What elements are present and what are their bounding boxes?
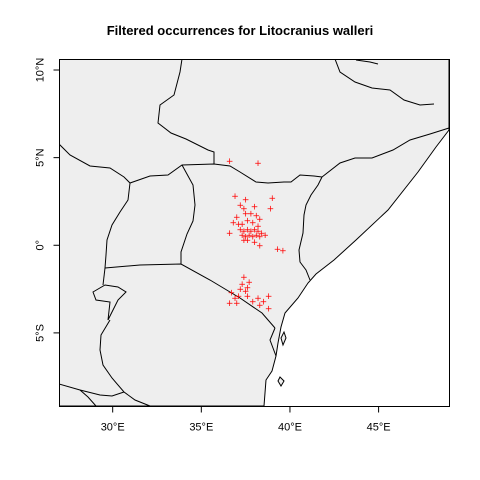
border-line xyxy=(321,127,450,178)
occurrence-point: + xyxy=(267,204,275,214)
border-line xyxy=(334,59,435,106)
y-tick-label: 5°N xyxy=(35,148,47,167)
y-axis: 5°S 0° 5°N 10°N xyxy=(35,58,60,342)
occurrence-point: + xyxy=(256,233,264,243)
occurrence-point: + xyxy=(252,231,260,241)
occurrence-point: + xyxy=(244,292,252,302)
x-tick-label: 40°E xyxy=(278,422,302,434)
occurrence-point: + xyxy=(251,225,259,235)
occurrence-point: + xyxy=(254,227,262,237)
land-area xyxy=(59,59,450,407)
occurrence-point: + xyxy=(242,233,250,243)
occurrence-point: + xyxy=(242,210,250,220)
occurrence-point: + xyxy=(226,299,234,309)
border-line xyxy=(59,143,323,184)
occurrence-point: + xyxy=(244,217,252,227)
occurrence-point: + xyxy=(237,201,245,211)
occurrence-point: + xyxy=(235,220,243,230)
x-tick-label: 45°E xyxy=(367,422,391,434)
border-line xyxy=(79,389,97,407)
occurrence-point: + xyxy=(258,229,266,239)
x-tick-label: 30°E xyxy=(101,422,125,434)
occurrence-point: + xyxy=(254,222,262,232)
occurrence-point: + xyxy=(226,157,234,167)
occurrence-point: + xyxy=(249,218,257,228)
occurrence-point: + xyxy=(240,236,248,246)
occurrence-point: + xyxy=(237,225,245,235)
plot-frame xyxy=(59,59,450,407)
occurrence-point: + xyxy=(242,196,250,206)
occurrence-point: + xyxy=(244,236,252,246)
occurrence-point: + xyxy=(237,285,245,295)
y-tick-label: 5°S xyxy=(35,324,47,342)
occurrence-point: + xyxy=(256,215,264,225)
border-line xyxy=(59,383,125,397)
occurrence-point: + xyxy=(244,283,252,293)
x-tick-label: 35°E xyxy=(189,422,213,434)
border-line xyxy=(298,176,323,281)
y-tick-label: 0° xyxy=(35,240,47,251)
occurrence-point: + xyxy=(249,233,257,243)
occurrence-point: + xyxy=(233,213,241,223)
occurrence-point: + xyxy=(252,211,260,221)
occurrence-point: + xyxy=(251,238,259,248)
occurrence-point: + xyxy=(254,159,262,169)
occurrence-point: + xyxy=(256,241,264,251)
occurrence-point: + xyxy=(238,231,246,241)
occurrence-point: + xyxy=(254,294,262,304)
country-borders xyxy=(59,59,450,407)
border-line xyxy=(104,182,131,269)
y-tick-label: 10°N xyxy=(35,58,47,83)
occurrence-point: + xyxy=(238,220,246,230)
border-line xyxy=(269,327,277,357)
occurrence-point: + xyxy=(265,292,273,302)
border-line xyxy=(92,284,127,321)
occurrence-point: + xyxy=(240,227,248,237)
occurrence-point: + xyxy=(231,192,239,202)
occurrence-point: + xyxy=(233,299,241,309)
border-line xyxy=(180,164,196,264)
occurrence-point: + xyxy=(261,231,269,241)
border-line xyxy=(355,59,379,65)
occurrence-point: + xyxy=(260,297,268,307)
occurrence-point: + xyxy=(235,292,243,302)
occurrence-markers: + ++ + +++ + ++ ++++++++++++++++++++++++ +++ +++… xyxy=(226,157,287,314)
occurrence-point: + xyxy=(228,289,236,299)
occurrence-point: + xyxy=(256,301,264,311)
occurrence-point: + xyxy=(238,280,246,290)
plot-title: Filtered occurrences for Litocranius wal… xyxy=(106,23,374,38)
occurrence-point: + xyxy=(242,287,250,297)
occurrence-point: + xyxy=(268,194,276,204)
occurrence-point: + xyxy=(240,204,248,214)
occurrence-point: + xyxy=(245,278,253,288)
occurrence-point: + xyxy=(229,218,237,228)
occurrence-point: + xyxy=(274,245,282,255)
occurrence-point: + xyxy=(265,304,273,314)
border-line xyxy=(104,263,276,329)
occurrence-point: + xyxy=(245,231,253,241)
island xyxy=(280,330,287,347)
map-panel: + ++ + +++ + ++ ++++++++++++++++++++++++ +++ +++… xyxy=(59,59,450,407)
island xyxy=(277,376,285,387)
occurrence-point: + xyxy=(251,203,259,213)
occurrence-point: + xyxy=(247,227,255,237)
occurrence-point: + xyxy=(240,273,248,283)
x-axis: 30°E 35°E 40°E 45°E xyxy=(101,406,391,434)
occurrence-point: + xyxy=(231,294,239,304)
occurrence-point: + xyxy=(244,225,252,235)
occurrence-point: + xyxy=(226,229,234,239)
border-line xyxy=(102,267,106,286)
occurrence-point: + xyxy=(247,210,255,220)
occurrence-point: + xyxy=(279,247,287,257)
border-line xyxy=(157,59,215,164)
border-line xyxy=(99,319,151,407)
occurrence-point: + xyxy=(249,297,257,307)
